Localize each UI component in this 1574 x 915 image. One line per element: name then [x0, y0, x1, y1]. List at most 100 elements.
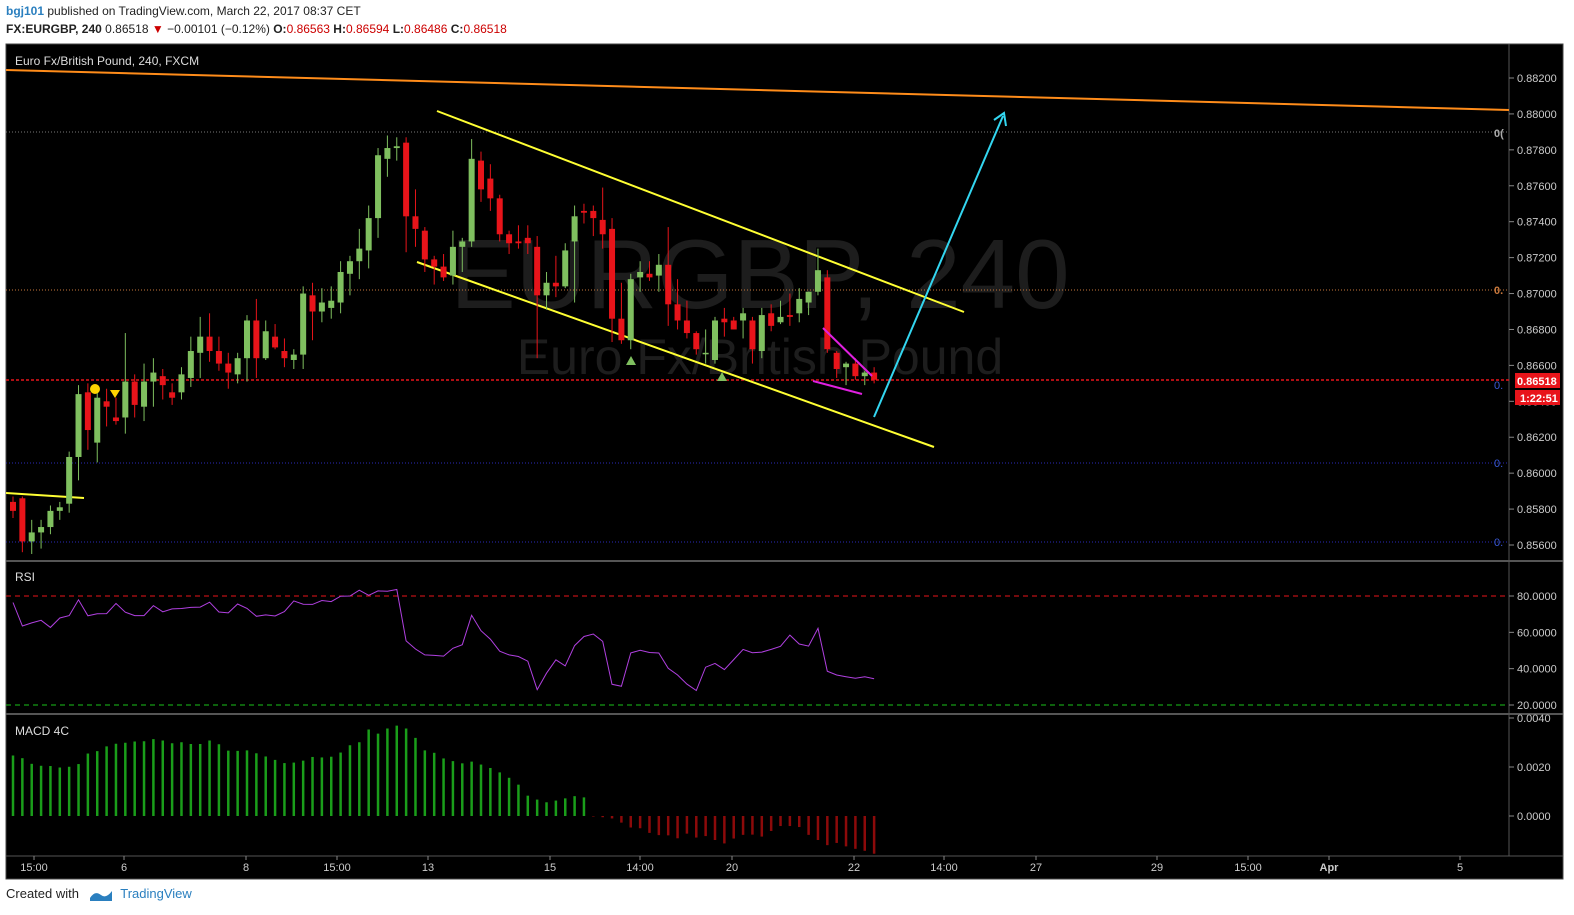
candle-body: [683, 320, 690, 334]
signal-dot-marker: [90, 384, 100, 394]
candle-body: [721, 318, 728, 323]
high-value: 0.86594: [345, 22, 390, 36]
candle-body: [365, 218, 372, 251]
macd-tick-label: 0.0040: [1517, 713, 1551, 725]
candle-body: [543, 282, 550, 296]
candle-body: [814, 270, 821, 292]
candle-body: [262, 331, 269, 359]
time-tick-label: 15:00: [323, 862, 351, 874]
author-link[interactable]: bgj101: [6, 4, 45, 18]
candle-body: [468, 158, 475, 242]
candle-body: [244, 320, 250, 359]
candle-body: [534, 246, 541, 296]
candle-body: [609, 228, 616, 319]
price-change: −0.00101 (−0.12%): [167, 22, 270, 36]
rsi-tick-label: 80.0000: [1517, 591, 1557, 603]
price-axis: 0.88200 0.88000 0.87800 0.87600 0.87400 0.872…: [1509, 73, 1557, 552]
candle-body: [590, 210, 597, 219]
candle-body: [300, 293, 307, 355]
channel-lower-line: [416, 261, 935, 448]
wedge-lower-line: [812, 380, 863, 395]
candle-body: [459, 241, 466, 247]
candle-body: [141, 381, 148, 407]
candle-body: [871, 372, 878, 380]
candle-body: [852, 363, 859, 377]
price-tick-label: 0.87800: [1517, 145, 1557, 157]
candle-body: [749, 320, 756, 350]
candle-body: [768, 313, 775, 326]
time-tick-label: 13: [422, 862, 434, 874]
candle-body: [740, 313, 747, 321]
candle-body: [112, 417, 119, 422]
macd-tick-label: 0.0020: [1517, 762, 1551, 774]
down-triangle-icon: ▼: [151, 22, 164, 36]
candle-body: [403, 142, 410, 217]
macd-title: MACD 4C: [15, 724, 69, 738]
time-tick-label: 5: [1457, 862, 1463, 874]
candle-body: [496, 198, 503, 235]
candle-body: [861, 372, 868, 377]
candle-body: [94, 397, 101, 443]
candle-body: [318, 302, 325, 312]
candle-body: [552, 282, 559, 287]
price-tick-label: 0.86600: [1517, 360, 1557, 372]
candle-body: [356, 248, 363, 262]
candle-body: [431, 259, 438, 267]
candle-body: [122, 381, 129, 418]
signal-up-marker-2: [717, 372, 727, 381]
watermark-symbol: EURGBP, 240: [450, 219, 1069, 329]
tradingview-link[interactable]: TradingView: [120, 886, 192, 901]
candle-body: [580, 210, 587, 213]
candle-body: [824, 277, 831, 350]
candle-body: [234, 358, 241, 375]
price-tick-label: 0.85800: [1517, 504, 1557, 516]
candle-body: [796, 298, 803, 314]
candle-body: [618, 318, 625, 341]
chart-frame: [5, 43, 1564, 880]
candle-body: [346, 261, 353, 274]
candle-body: [393, 146, 400, 149]
price-tag-bg: [1515, 373, 1560, 388]
rsi-tick-label: 60.0000: [1517, 627, 1557, 639]
tradingview-logo-icon: [89, 890, 112, 901]
time-tick-label: 6: [121, 862, 127, 874]
created-with-label: Created with: [6, 886, 79, 901]
time-tick-label: 14:00: [930, 862, 958, 874]
countdown-bg: [1515, 390, 1560, 405]
time-tick-label: 15: [544, 862, 556, 874]
wedge-upper-line: [822, 327, 873, 377]
time-tick-label: 27: [1030, 862, 1042, 874]
fib-label-1: 0.: [1494, 285, 1503, 297]
chart-canvas[interactable]: EURGBP, 240 Euro Fx/British Pound 0( 0. …: [0, 40, 1574, 883]
time-tick-label: 15:00: [1234, 862, 1262, 874]
rsi-tick-label: 40.0000: [1517, 664, 1557, 676]
rsi-axis: 80.0000 60.0000 40.0000 20.0000: [1509, 591, 1557, 712]
candle-body: [786, 315, 793, 317]
footer: Created with TradingView: [6, 886, 192, 902]
candle-body: [833, 352, 840, 369]
publish-info: bgj101 published on TradingView.com, Mar…: [6, 4, 361, 18]
open-value: 0.86563: [286, 22, 330, 36]
candle-body: [75, 394, 82, 457]
candle-body: [637, 271, 644, 278]
candle-body: [627, 279, 634, 341]
signal-down-marker: [110, 390, 120, 398]
candle-body: [10, 501, 16, 511]
last-price: 0.86518: [105, 22, 149, 36]
candle-body: [384, 148, 391, 159]
macd-bars-group: [11, 725, 876, 854]
time-tick-label: 29: [1151, 862, 1163, 874]
candle-body: [215, 351, 222, 364]
open-label: O:: [273, 22, 287, 36]
price-tick-label: 0.87600: [1517, 181, 1557, 193]
candle-body: [646, 273, 653, 278]
candle-body: [66, 456, 73, 504]
candle-body: [225, 363, 232, 373]
candle-body: [169, 392, 176, 398]
candle-body: [730, 320, 737, 330]
candle-body: [103, 401, 110, 407]
candle-body: [674, 304, 681, 321]
low-label: L:: [392, 22, 405, 36]
price-tick-label: 0.86200: [1517, 432, 1557, 444]
close-value: 0.86518: [463, 22, 507, 36]
